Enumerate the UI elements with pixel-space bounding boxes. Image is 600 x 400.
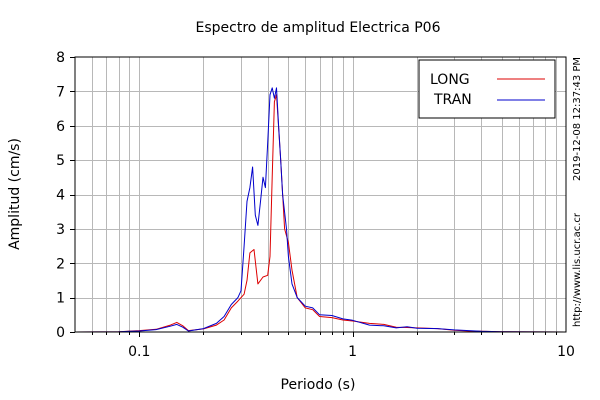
y-tick-label: 6 <box>56 119 65 135</box>
y-tick-label: 3 <box>56 222 65 238</box>
x-tick-label: 1 <box>348 344 357 360</box>
legend-label-tran: TRAN <box>433 92 472 108</box>
y-tick-label: 5 <box>56 153 65 169</box>
y-axis-label: Amplitud (cm/s) <box>7 138 23 250</box>
legend-box <box>418 59 556 119</box>
y-tick-label: 2 <box>56 256 65 272</box>
y-tick-label: 0 <box>56 325 65 341</box>
y-tick-label: 8 <box>56 50 65 66</box>
x-axis-label: Periodo (s) <box>281 377 356 393</box>
x-tick-label: 10 <box>557 344 575 360</box>
tick-labels: 0 1 2 3 4 5 6 7 8 0.1 1 10 <box>56 50 575 360</box>
axis-ticks <box>70 57 557 337</box>
website-text: http://www.lis.ucr.ac.cr <box>572 212 583 327</box>
x-tick-label: 0.1 <box>128 344 150 360</box>
series-line-tran <box>74 87 567 333</box>
legend: LONG TRAN <box>418 59 556 119</box>
legend-label-long: LONG <box>430 72 470 88</box>
y-tick-label: 7 <box>56 84 65 100</box>
y-tick-label: 4 <box>56 188 65 204</box>
timestamp-text: 2019-12-08 12:37:43 PM <box>572 57 583 181</box>
y-tick-label: 1 <box>56 291 65 307</box>
series-lines <box>74 87 567 333</box>
chart-title: Espectro de amplitud Electrica P06 <box>196 20 441 36</box>
